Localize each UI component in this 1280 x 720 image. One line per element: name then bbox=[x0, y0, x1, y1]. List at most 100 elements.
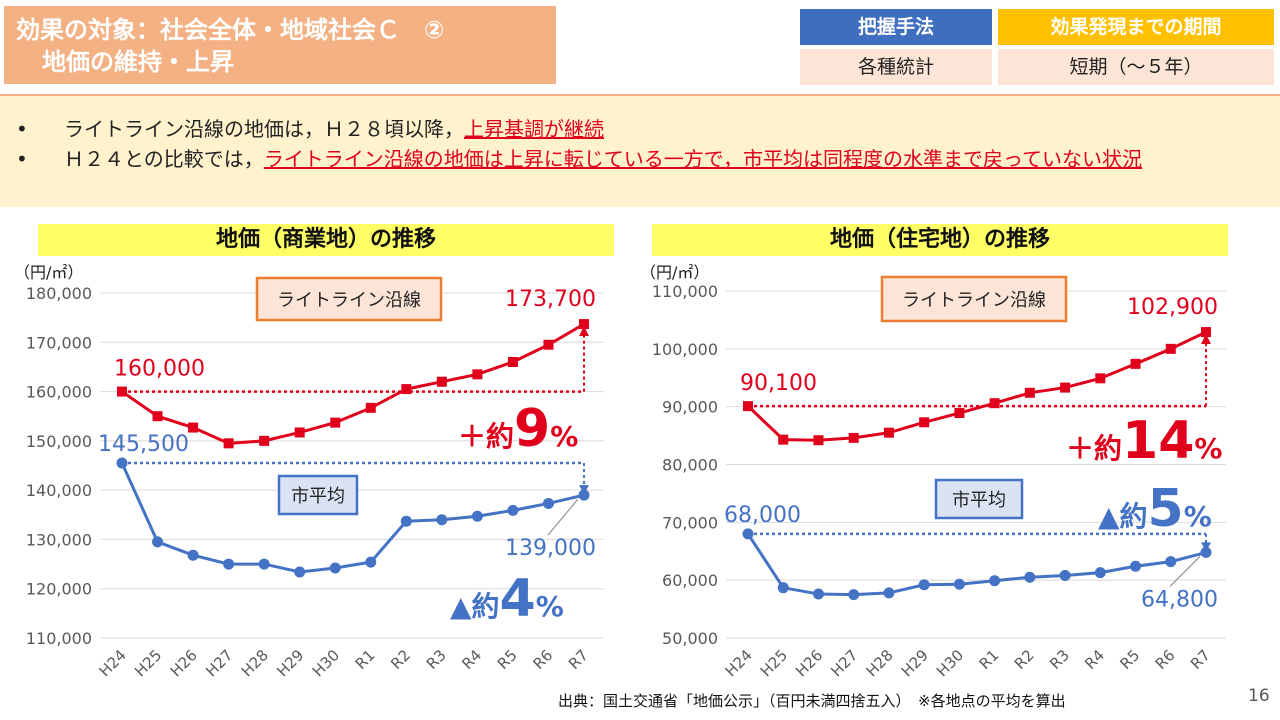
red-data-point bbox=[507, 357, 518, 367]
x-tick-label: R1 bbox=[976, 646, 1003, 673]
x-tick-label: R5 bbox=[494, 646, 521, 673]
blue-start-value-label: 68,000 bbox=[724, 503, 801, 528]
red-series-line bbox=[746, 330, 1207, 442]
bullet-2: • Ｈ２４との比較では，ライトライン沿線の地価は上昇に転じている一方で，市平均は同… bbox=[16, 146, 1266, 172]
line-legend-box bbox=[255, 276, 443, 322]
x-tick-label: H30 bbox=[933, 646, 967, 680]
red-end-value-label: 102,900 bbox=[1127, 295, 1218, 320]
x-tick-label: H24 bbox=[722, 646, 756, 680]
y-tick-label: 130,000 bbox=[26, 530, 92, 549]
x-tick-label: H26 bbox=[167, 646, 201, 680]
red-data-point bbox=[989, 398, 1000, 409]
red-start-value-label: 90,100 bbox=[740, 371, 817, 396]
x-tick-label: H29 bbox=[273, 646, 307, 680]
x-tick-label: H25 bbox=[131, 646, 165, 680]
red-data-point bbox=[813, 435, 824, 446]
red-data-point bbox=[883, 427, 894, 438]
blue-data-point bbox=[1024, 571, 1036, 583]
bullet-2-highlight: ライトライン沿線の地価は上昇に転じている一方で，市平均は同程度の水準まで戻ってい… bbox=[263, 147, 1143, 171]
bullet-1: • ライトライン沿線の地価は，Ｈ２８頃以降，上昇基調が継続 bbox=[16, 116, 1266, 142]
x-tick-label: H25 bbox=[757, 646, 791, 680]
blue-data-point bbox=[989, 575, 1001, 587]
blue-data-point bbox=[1165, 556, 1177, 568]
red-change-prefix: ＋約 bbox=[458, 420, 514, 453]
y-tick-label: 140,000 bbox=[26, 481, 92, 500]
blue-data-point bbox=[812, 588, 824, 600]
blue-data-point bbox=[223, 558, 235, 570]
bullet-dot: • bbox=[16, 117, 28, 141]
y-tick-label: 90,000 bbox=[662, 398, 718, 417]
red-data-point bbox=[401, 384, 412, 395]
red-data-point bbox=[117, 386, 127, 397]
y-tick-label: 50,000 bbox=[662, 629, 718, 648]
blue-data-point bbox=[777, 582, 789, 594]
x-tick-label: H28 bbox=[238, 646, 272, 680]
slide-title-line1: 効果の対象：社会全体・地域社会Ｃ ② bbox=[16, 16, 445, 44]
y-tick-label: 110,000 bbox=[652, 282, 718, 301]
red-change-number: 14 bbox=[1122, 411, 1194, 471]
x-tick-label: R7 bbox=[1187, 646, 1214, 673]
red-data-point bbox=[152, 411, 163, 422]
red-change-percent: % bbox=[550, 420, 578, 453]
red-arrow-head bbox=[579, 326, 589, 337]
y-tick-label: 70,000 bbox=[662, 513, 718, 532]
city-legend-box bbox=[934, 478, 1024, 520]
blue-data-point bbox=[742, 528, 754, 540]
red-data-point bbox=[954, 408, 965, 419]
x-tick-label: R2 bbox=[387, 646, 414, 673]
y-tick-label: 170,000 bbox=[26, 333, 92, 352]
red-data-point bbox=[294, 427, 305, 438]
x-tick-label: H27 bbox=[202, 646, 236, 680]
blue-data-point bbox=[329, 562, 341, 574]
red-data-point bbox=[1095, 373, 1106, 384]
commercial-land-price-chart: （円/㎡） 110,000 120,000 130,000 140,000 150,000… bbox=[14, 263, 604, 680]
y-tick-label: 160,000 bbox=[26, 383, 92, 402]
red-data-point bbox=[1130, 358, 1141, 369]
x-tick-label: R3 bbox=[423, 646, 450, 673]
x-tick-label: H24 bbox=[96, 646, 130, 680]
blue-data-point bbox=[152, 536, 164, 548]
blue-data-point bbox=[918, 579, 930, 591]
x-tick-label: R6 bbox=[1152, 646, 1179, 673]
x-tick-label: H26 bbox=[792, 646, 826, 680]
red-data-point bbox=[543, 339, 554, 350]
city-legend-box bbox=[277, 474, 359, 516]
red-data-point bbox=[1060, 382, 1071, 393]
red-data-point bbox=[743, 401, 753, 412]
line-legend-label: ライトライン沿線 bbox=[902, 290, 1046, 311]
blue-data-point bbox=[883, 587, 895, 599]
blue-data-point bbox=[1094, 567, 1106, 579]
blue-change-percent: % bbox=[536, 590, 564, 623]
red-arrow-head bbox=[1201, 334, 1211, 345]
red-data-point bbox=[778, 434, 789, 445]
x-tick-label: R4 bbox=[1081, 646, 1108, 673]
line-legend-box bbox=[880, 275, 1068, 323]
red-data-point bbox=[188, 422, 199, 433]
red-change-annotation: ＋約14% bbox=[1066, 411, 1222, 471]
red-start-value-label: 160,000 bbox=[114, 357, 205, 382]
blue-change-annotation: ▲約5% bbox=[1098, 479, 1212, 539]
city-legend-label: 市平均 bbox=[952, 490, 1006, 511]
commercial-chart-title: 地価（商業地）の推移 bbox=[38, 224, 614, 256]
red-change-prefix: ＋約 bbox=[1066, 432, 1122, 465]
blue-series-line bbox=[746, 533, 1207, 597]
x-tick-label: R2 bbox=[1011, 646, 1038, 673]
blue-change-percent: % bbox=[1184, 500, 1212, 533]
blue-data-point bbox=[187, 549, 199, 561]
y-tick-label: 100,000 bbox=[652, 340, 718, 359]
x-tick-label: R6 bbox=[529, 646, 556, 673]
period-header: 効果発現までの期間 bbox=[998, 9, 1274, 45]
x-tick-label: H29 bbox=[898, 646, 932, 680]
city-legend-label: 市平均 bbox=[291, 486, 345, 507]
red-data-point bbox=[579, 319, 589, 330]
blue-data-point bbox=[953, 578, 965, 590]
red-data-point bbox=[848, 432, 859, 443]
x-tick-label: R3 bbox=[1046, 646, 1073, 673]
method-header: 把握手法 bbox=[800, 9, 992, 45]
blue-data-point bbox=[365, 556, 377, 568]
x-tick-label: H27 bbox=[827, 646, 861, 680]
blue-data-point bbox=[578, 489, 590, 501]
blue-change-prefix: ▲約 bbox=[1098, 500, 1148, 533]
blue-change-prefix: ▲約 bbox=[450, 590, 500, 623]
x-tick-label: R4 bbox=[458, 646, 485, 673]
